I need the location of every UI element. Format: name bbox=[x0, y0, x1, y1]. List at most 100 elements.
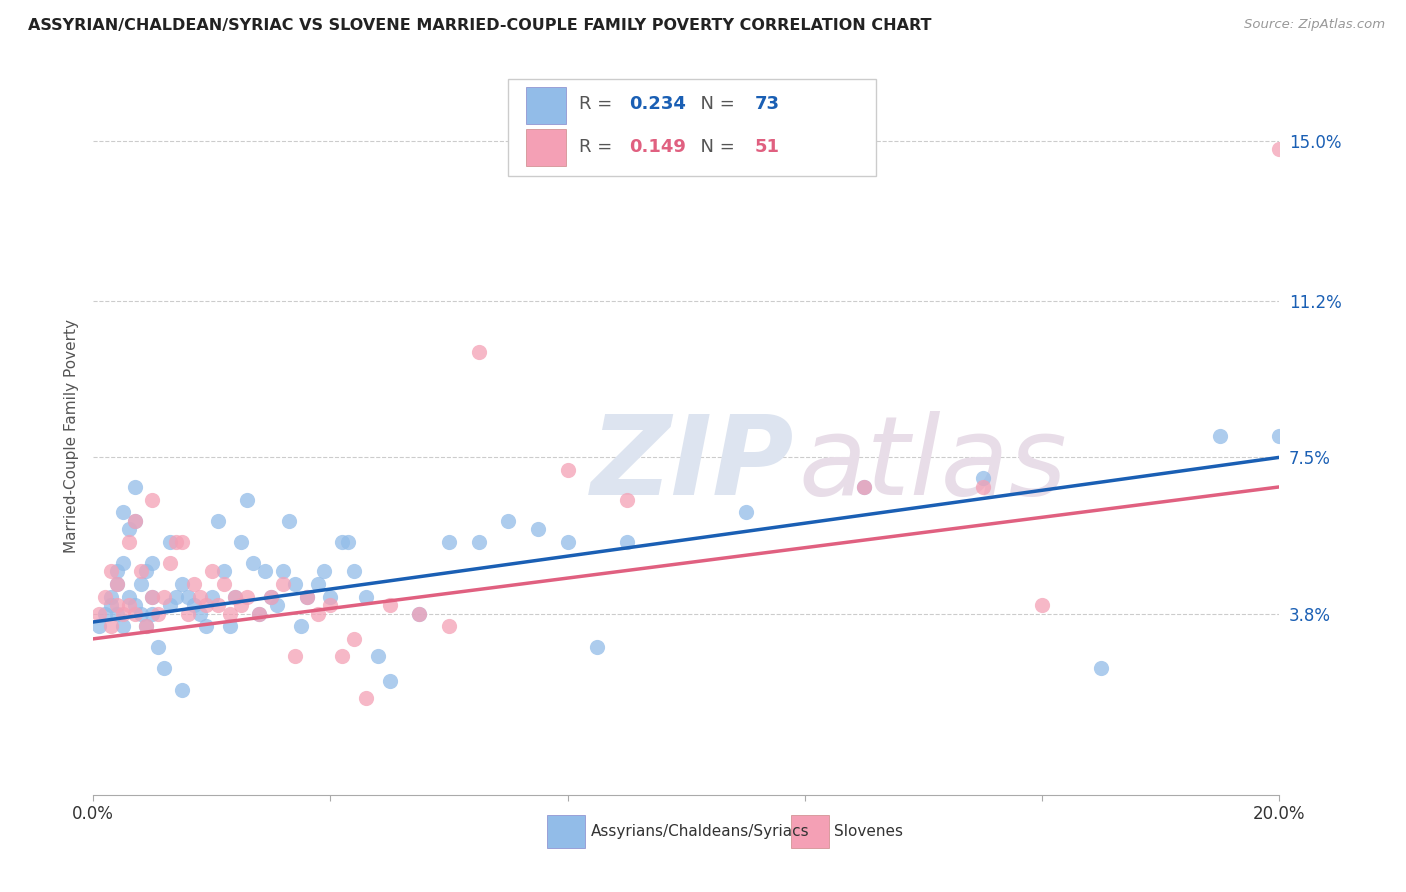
Point bbox=[94, 607, 117, 621]
FancyBboxPatch shape bbox=[526, 129, 567, 167]
Point bbox=[295, 590, 318, 604]
Point bbox=[1268, 142, 1291, 156]
Text: N =: N = bbox=[689, 138, 740, 156]
FancyBboxPatch shape bbox=[526, 87, 567, 124]
Point bbox=[972, 480, 994, 494]
Point bbox=[207, 598, 229, 612]
Point bbox=[188, 607, 211, 621]
Point bbox=[135, 619, 157, 633]
Point bbox=[236, 492, 259, 507]
Point bbox=[218, 607, 240, 621]
Point bbox=[437, 534, 460, 549]
Point bbox=[170, 534, 193, 549]
Point bbox=[408, 607, 430, 621]
Point bbox=[105, 565, 128, 579]
Point bbox=[188, 590, 211, 604]
Point bbox=[118, 590, 141, 604]
Point bbox=[194, 619, 217, 633]
Point bbox=[165, 534, 187, 549]
Text: 73: 73 bbox=[755, 95, 780, 113]
Point bbox=[330, 534, 353, 549]
Point bbox=[118, 534, 141, 549]
Point bbox=[194, 598, 217, 612]
Point bbox=[467, 534, 489, 549]
Point bbox=[183, 577, 205, 591]
Point bbox=[616, 534, 638, 549]
Point bbox=[105, 577, 128, 591]
Point bbox=[153, 661, 176, 675]
Point bbox=[87, 607, 110, 621]
Point bbox=[586, 640, 609, 655]
Point bbox=[135, 619, 157, 633]
Point bbox=[498, 514, 520, 528]
Point bbox=[111, 607, 134, 621]
Text: R =: R = bbox=[579, 138, 619, 156]
Point bbox=[124, 514, 146, 528]
Text: 0.234: 0.234 bbox=[630, 95, 686, 113]
Point bbox=[557, 463, 579, 477]
Y-axis label: Married-Couple Family Poverty: Married-Couple Family Poverty bbox=[65, 319, 79, 553]
Point bbox=[236, 590, 259, 604]
Point bbox=[314, 565, 336, 579]
Point bbox=[124, 514, 146, 528]
Point bbox=[247, 607, 270, 621]
Point bbox=[165, 590, 187, 604]
Point bbox=[437, 619, 460, 633]
Point bbox=[354, 690, 377, 705]
Text: ZIP: ZIP bbox=[592, 411, 794, 518]
Point bbox=[254, 565, 277, 579]
Point bbox=[218, 619, 240, 633]
Point bbox=[100, 619, 122, 633]
Point bbox=[734, 505, 756, 519]
Point bbox=[284, 577, 307, 591]
Point bbox=[1268, 429, 1291, 443]
Point bbox=[290, 619, 312, 633]
Point bbox=[271, 577, 294, 591]
Point bbox=[242, 556, 264, 570]
Point bbox=[212, 577, 235, 591]
Text: R =: R = bbox=[579, 95, 619, 113]
Point bbox=[177, 607, 200, 621]
Point bbox=[170, 577, 193, 591]
Text: Slovenes: Slovenes bbox=[835, 824, 904, 839]
Point bbox=[308, 607, 330, 621]
Point bbox=[284, 648, 307, 663]
Point bbox=[118, 522, 141, 536]
Point bbox=[224, 590, 246, 604]
Point bbox=[231, 534, 253, 549]
Point bbox=[111, 556, 134, 570]
Point bbox=[330, 648, 353, 663]
FancyBboxPatch shape bbox=[790, 815, 828, 848]
Point bbox=[972, 471, 994, 485]
Point bbox=[212, 565, 235, 579]
Point bbox=[105, 598, 128, 612]
Point bbox=[853, 480, 876, 494]
FancyBboxPatch shape bbox=[509, 78, 876, 176]
Point bbox=[319, 598, 342, 612]
Point bbox=[557, 534, 579, 549]
Point bbox=[124, 480, 146, 494]
Point bbox=[94, 590, 117, 604]
Point bbox=[159, 598, 181, 612]
Point bbox=[111, 619, 134, 633]
Point bbox=[260, 590, 283, 604]
Point bbox=[100, 590, 122, 604]
Point bbox=[277, 514, 299, 528]
Point bbox=[105, 607, 128, 621]
Point bbox=[118, 598, 141, 612]
Point bbox=[105, 577, 128, 591]
Point bbox=[148, 640, 170, 655]
Point bbox=[408, 607, 430, 621]
Point bbox=[153, 590, 176, 604]
Point bbox=[853, 480, 876, 494]
Point bbox=[141, 492, 163, 507]
Point bbox=[141, 556, 163, 570]
Point bbox=[1090, 661, 1112, 675]
Text: Assyrians/Chaldeans/Syriacs: Assyrians/Chaldeans/Syriacs bbox=[592, 824, 810, 839]
Point bbox=[129, 607, 152, 621]
Point bbox=[183, 598, 205, 612]
Point bbox=[1209, 429, 1232, 443]
Point bbox=[467, 344, 489, 359]
Text: 0.149: 0.149 bbox=[630, 138, 686, 156]
Point bbox=[124, 607, 146, 621]
